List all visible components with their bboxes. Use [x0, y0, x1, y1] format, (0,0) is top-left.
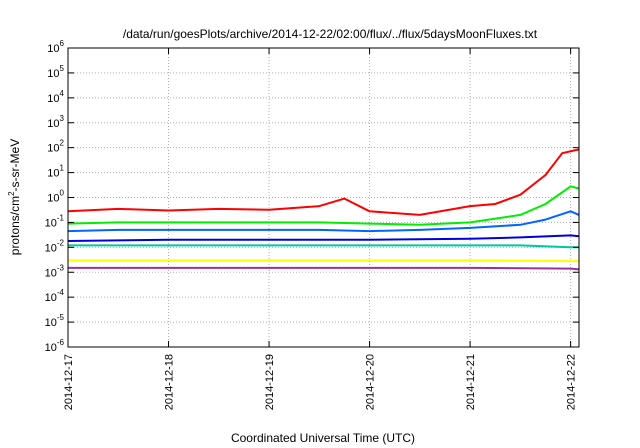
x-tick-label: 2014-12-18	[164, 354, 176, 410]
series-line-5	[67, 234, 580, 242]
series-line-1	[67, 148, 580, 216]
y-axis-label-pre: protons/cm	[8, 196, 22, 255]
y-tick-label: 101	[47, 164, 64, 180]
x-axis-label: Coordinated Universal Time (UTC)	[231, 431, 415, 445]
x-tick-label: 2014-12-22	[566, 354, 578, 410]
x-tick-label: 2014-12-20	[365, 354, 377, 410]
y-axis-label-post: -s-sr-MeV	[8, 139, 22, 192]
series-lines	[67, 148, 580, 271]
series-line-7	[68, 266, 580, 271]
y-tick-label: 10-3	[45, 263, 65, 279]
y-tick-label: 105	[47, 64, 64, 80]
y-tick-label: 102	[47, 139, 64, 155]
y-tick-label: 104	[47, 89, 64, 105]
y-tick-label: 10-6	[45, 338, 65, 354]
chart-title: /data/run/goesPlots/archive/2014-12-22/0…	[123, 27, 538, 41]
y-tick-label: 10-5	[45, 313, 65, 329]
x-tick-label: 2014-12-17	[63, 354, 75, 410]
y-tick-label: 100	[47, 189, 64, 205]
x-axis: 2014-12-17 2014-12-18 2014-12-19 2014-12-20…	[63, 48, 578, 410]
y-tick-label: 106	[47, 39, 64, 55]
series-line-6	[68, 259, 579, 263]
y-axis-label-sup: 2	[7, 191, 16, 196]
y-tick-label: 10-4	[45, 288, 65, 304]
x-tick-label: 2014-12-19	[264, 354, 276, 410]
y-axis-label: protons/cm2-s-sr-MeV	[7, 139, 22, 255]
series-line-2	[67, 185, 580, 226]
y-tick-label: 10-1	[45, 213, 65, 229]
y-tick-label: 10-2	[45, 238, 65, 254]
grid-lines	[68, 48, 579, 347]
series-line-3	[67, 210, 580, 233]
y-axis: 10-6 10-5 10-4 10-3 10-2 10-1 100 101 102 103 104 1…	[45, 39, 579, 354]
y-tick-label: 103	[47, 114, 64, 130]
x-tick-label: 2014-12-21	[465, 354, 477, 410]
series-line-4	[68, 244, 579, 249]
